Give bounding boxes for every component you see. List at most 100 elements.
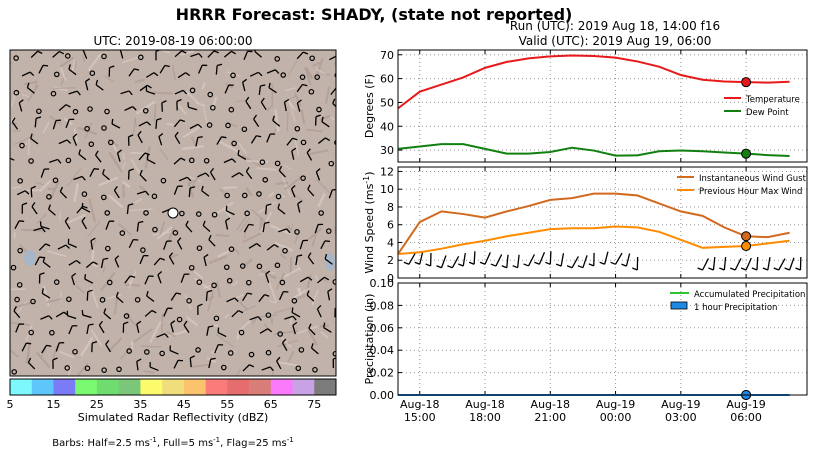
wind-barb <box>34 118 37 128</box>
calm-wind-marker <box>314 74 320 80</box>
calm-wind-marker <box>30 298 36 305</box>
terrain-ridge <box>108 151 124 173</box>
calm-wind-marker <box>119 230 126 236</box>
terrain-ridge <box>138 184 146 192</box>
wind-barb-feather <box>238 309 244 314</box>
run-title: Run (UTC): 2019 Aug 18, 14:00 f16 <box>510 19 720 33</box>
wind-barb <box>614 252 623 265</box>
wind-barb-feather <box>39 256 45 259</box>
wind-barb-feather <box>292 321 298 326</box>
wind-barb <box>560 253 565 267</box>
wind-barb-feather <box>266 203 272 207</box>
wind-barb-feather <box>436 265 442 269</box>
terrain-ridge <box>75 285 85 294</box>
wind-barb-feather <box>231 50 236 55</box>
wind-barb-feather <box>185 220 189 226</box>
wind-barb <box>174 135 181 145</box>
calm-wind-marker <box>241 126 248 133</box>
calm-wind-marker <box>160 177 167 184</box>
wind-barb <box>144 275 150 285</box>
wind-barb <box>571 256 579 269</box>
wind-barb <box>27 87 35 94</box>
terrain-ridge <box>159 147 169 161</box>
wind-barb-feather <box>182 89 188 95</box>
colorbar-segment <box>31 379 54 395</box>
wind-barb <box>265 273 270 283</box>
wind-barbs-layer <box>10 50 349 375</box>
terrain-ridge <box>284 87 297 92</box>
wind-barb <box>163 240 168 250</box>
wind-barb-feather <box>35 116 42 119</box>
terrain-ridge <box>159 221 166 237</box>
wind-barb-feather <box>307 252 312 258</box>
calm-wind-marker <box>188 264 195 271</box>
wind-barb <box>95 84 104 91</box>
terrain-ridge <box>239 217 250 233</box>
wind-barb-feather <box>146 84 152 89</box>
wind-barb-feather <box>128 203 134 206</box>
wind-barb-feather <box>45 243 51 247</box>
wind-barb <box>245 100 252 110</box>
calm-wind-marker <box>282 247 288 254</box>
wind-barb <box>225 220 229 230</box>
wind-barb-feather <box>22 202 28 206</box>
wind-barb-feather <box>213 50 219 54</box>
wind-barb <box>297 203 301 213</box>
wind-barb-feather <box>291 147 297 152</box>
terrain-ridge <box>151 91 174 95</box>
calm-wind-marker <box>318 210 324 216</box>
calm-wind-marker <box>84 365 91 372</box>
calm-wind-marker <box>134 296 141 303</box>
terrain-ridge <box>293 193 304 202</box>
wind-barb <box>57 244 67 250</box>
wind-barb-feather <box>237 149 240 156</box>
wind-barb <box>258 294 265 303</box>
terrain-ridge <box>35 351 51 369</box>
wind-barb <box>206 326 210 336</box>
wind-barb <box>419 251 424 265</box>
terrain-ridge <box>73 128 79 143</box>
wind-barb-feather <box>132 106 137 111</box>
terrain-ridge <box>217 249 231 258</box>
calm-wind-marker <box>280 72 287 78</box>
wind-barb-feather <box>327 288 333 293</box>
wind-barb <box>188 106 198 111</box>
wind-barb-feather <box>719 267 725 271</box>
terrain-ridge <box>20 228 44 232</box>
wind-barb-feather <box>81 216 86 222</box>
terrain-ridge <box>166 330 176 338</box>
terrain-ridge <box>91 249 95 263</box>
calm-wind-marker <box>294 229 300 235</box>
wind-barb <box>169 349 179 355</box>
terrain-ridge <box>132 327 153 344</box>
calm-wind-marker <box>106 279 113 286</box>
wind-barb-feather <box>345 208 349 211</box>
calm-wind-marker <box>300 175 306 181</box>
wind-barb <box>139 84 148 92</box>
wind-barb <box>284 315 294 320</box>
wind-barb <box>259 328 269 334</box>
wind-barb <box>113 190 120 199</box>
terrain-ridge <box>46 297 62 304</box>
wind-barb-feather <box>151 309 157 314</box>
wind-barb <box>291 311 301 318</box>
wind-barb <box>451 256 460 269</box>
terrain-ridge <box>81 54 86 63</box>
wind-barb-feather <box>189 186 196 189</box>
terrain-ridge <box>143 370 155 374</box>
wind-barb <box>261 366 271 371</box>
calm-wind-marker <box>10 264 17 271</box>
wind-barb <box>307 256 315 265</box>
terrain-ridge <box>300 109 306 125</box>
terrain-ridge <box>236 99 245 103</box>
terrain-ridge <box>290 222 294 232</box>
wind-barb <box>320 240 326 250</box>
calm-wind-marker <box>265 349 272 356</box>
colorbar-tick-label: 55 <box>220 398 234 411</box>
terrain-ridge <box>195 101 206 108</box>
wind-barb <box>173 157 182 165</box>
terrain-ridge <box>258 201 277 214</box>
calm-wind-marker <box>332 350 336 357</box>
wind-barb-feather <box>175 292 182 295</box>
wind-barb <box>58 104 67 111</box>
